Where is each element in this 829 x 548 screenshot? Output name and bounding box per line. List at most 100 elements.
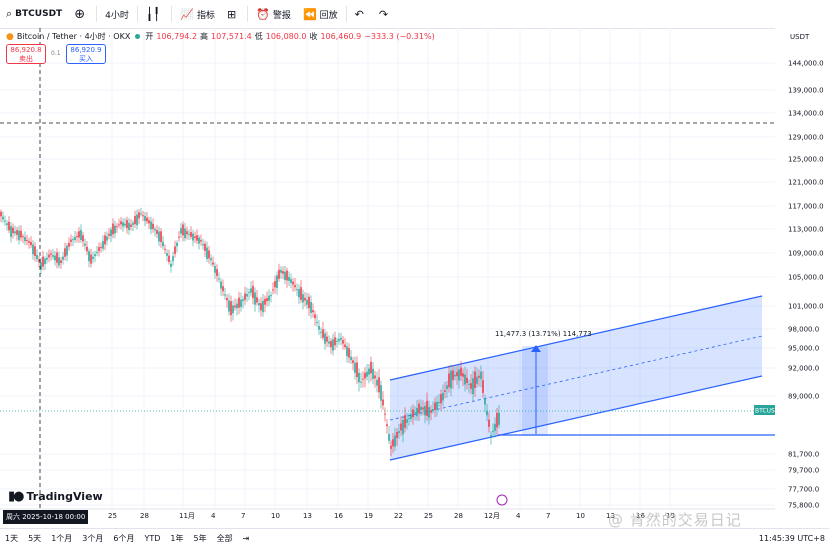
candle-body (102, 241, 104, 249)
range-all[interactable]: 全部 (216, 534, 233, 543)
candle-body (316, 321, 318, 323)
time-tick-label: 4 (211, 512, 216, 520)
range-1m[interactable]: 1个月 (51, 534, 73, 543)
candle-body (162, 241, 164, 247)
range-1d[interactable]: 1天 (5, 534, 19, 543)
alert-button[interactable]: ⏰ 警报 (250, 0, 297, 28)
candle-body (376, 379, 378, 386)
candle-body (122, 222, 124, 227)
candle-body (144, 216, 146, 221)
grid-lines (0, 28, 775, 509)
range-5y[interactable]: 5年 (193, 534, 207, 543)
candle-body (312, 310, 314, 313)
candle-body (358, 372, 360, 383)
candle-body (252, 285, 254, 299)
price-tick-label: 121,000.0 (788, 179, 824, 187)
candle-body (394, 435, 396, 447)
candle-body (440, 394, 442, 404)
parallel-channel[interactable]: 11,477.3 (13.71%) 114,77383,740.4 (389, 295, 826, 461)
clock[interactable]: 11:45:39 UTC+8 (758, 534, 825, 543)
candle-body (126, 220, 128, 228)
candle-body (460, 367, 462, 376)
candle-body (328, 341, 330, 344)
time-tick-label: 28 (140, 512, 149, 520)
candle-body (282, 271, 284, 274)
candle-body (68, 242, 70, 247)
candle-body (372, 368, 374, 379)
range-ytd[interactable]: YTD (144, 534, 161, 543)
candle-body (458, 369, 460, 381)
time-tick-label: 13 (303, 512, 312, 520)
candle-body (384, 413, 386, 415)
candle-body (128, 222, 130, 231)
candle-body (412, 409, 414, 418)
symbol-search[interactable]: ⌕ BTCUSDT (0, 0, 68, 28)
candle-body (272, 289, 274, 291)
candle-body (446, 385, 448, 389)
candle-body (118, 224, 120, 226)
price-tick-label: 129,000.0 (788, 134, 824, 142)
candle-body (484, 398, 486, 405)
candle-body (212, 262, 214, 265)
candle-body (452, 370, 454, 381)
candle-body (154, 229, 156, 231)
candle-body (160, 231, 162, 243)
candle-body (96, 251, 98, 253)
indicators-button[interactable]: 📈 指标 (174, 0, 221, 28)
currency-selector[interactable]: USDT (790, 33, 810, 41)
layout-button[interactable]: ⊞ (221, 0, 245, 28)
candle-body (210, 258, 212, 261)
time-axis[interactable]: 25 28 11月 4 7 10 13 16 19 22 25 28 12月 4 7 10 13 16 19 (0, 508, 775, 520)
candle-body (192, 233, 194, 241)
range-6m[interactable]: 6个月 (113, 534, 135, 543)
range-3m[interactable]: 3个月 (82, 534, 104, 543)
candle-body (284, 271, 286, 280)
candle-body (76, 236, 78, 238)
candle-body (472, 378, 474, 395)
candle-body (390, 445, 392, 449)
search-icon: ⌕ (6, 7, 13, 20)
undo-button[interactable]: ↶ (349, 0, 373, 28)
candle-body (430, 410, 432, 413)
price-chart[interactable]: 11,477.3 (13.71%) 114,77383,740.4 131,92… (0, 28, 829, 528)
candle-body (288, 276, 290, 281)
price-tick-label: 101,000.0 (788, 303, 824, 311)
date-range-icon[interactable]: ⇥ (242, 534, 250, 543)
candle-body (478, 375, 480, 378)
candle-body (178, 236, 180, 238)
candle-body (330, 340, 332, 348)
tradingview-logo: ▮● TradingView (8, 489, 103, 504)
buy-label: 买入 (79, 55, 93, 63)
time-tick-label: 16 (636, 512, 645, 520)
candle-body (378, 377, 380, 393)
candle-body (112, 223, 114, 235)
time-tick-label: 19 (364, 512, 373, 520)
buy-button[interactable]: 86,920.9 买入 (66, 44, 106, 64)
price-tick-label: 89,000.0 (788, 393, 819, 401)
redo-button[interactable]: ↷ (373, 0, 397, 28)
compare-button[interactable]: ⊕ (68, 0, 94, 28)
candle-body (108, 233, 110, 236)
candle-body (182, 224, 184, 236)
candle-body (438, 402, 440, 404)
candle-body (214, 266, 216, 273)
replay-button[interactable]: ⏪ 回放 (297, 0, 344, 28)
candle-body (170, 263, 172, 267)
chart-type-button[interactable]: ╽╿ (140, 0, 169, 28)
price-axis[interactable]: 144,000.0 139,000.0 134,000.0 129,000.0 125,… (775, 28, 829, 528)
range-5d[interactable]: 5天 (28, 534, 42, 543)
candle-body (310, 302, 312, 313)
candle-body (132, 222, 134, 226)
candle-body (208, 250, 210, 259)
interval-button[interactable]: 4小时 (99, 0, 135, 28)
candle-body (44, 258, 46, 265)
candle-body (270, 295, 272, 297)
candle-body (348, 348, 350, 358)
candle-body (314, 314, 316, 319)
market-status-icon (135, 34, 141, 39)
close-value: 106,460.9 (320, 32, 362, 41)
candle-body (404, 415, 406, 428)
time-tick-label: 16 (334, 512, 343, 520)
sell-button[interactable]: 86,920.8 卖出 (6, 44, 46, 64)
range-1y[interactable]: 1年 (170, 534, 184, 543)
